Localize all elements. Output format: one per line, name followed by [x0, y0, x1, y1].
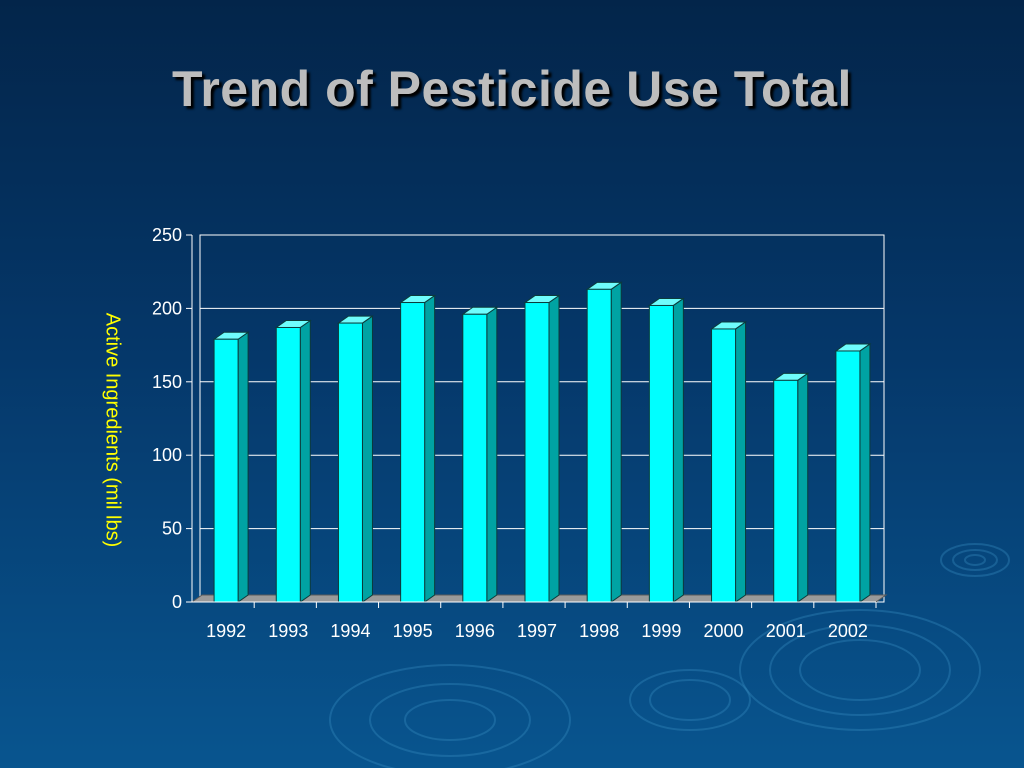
bar-side-1995: [424, 294, 436, 603]
bar-side-1993: [299, 319, 311, 603]
y-tick-label-150: 150: [152, 372, 182, 392]
bar-side-1992: [237, 331, 249, 603]
bar-1994: [337, 322, 363, 603]
y-tick-label-0: 0: [172, 592, 182, 612]
y-tick-label-250: 250: [152, 225, 182, 245]
y-tick-label-50: 50: [162, 519, 182, 539]
x-tick-label-1998: 1998: [579, 621, 619, 641]
bar-side-1997: [548, 294, 560, 603]
bar-side-2002: [859, 343, 871, 603]
bar-side-2001: [797, 372, 809, 603]
y-tick-label-200: 200: [152, 298, 182, 318]
x-tick-label-1999: 1999: [641, 621, 681, 641]
bar-side-1998: [610, 281, 622, 603]
bar-side-1996: [486, 306, 498, 603]
bar-side-1994: [361, 315, 373, 603]
bar-side-2000: [735, 320, 747, 603]
bar-1992: [213, 338, 239, 603]
x-tick-label-1992: 1992: [206, 621, 246, 641]
bar-1996: [462, 313, 488, 603]
bar-1993: [275, 326, 301, 603]
bar-2002: [835, 350, 861, 603]
x-tick-label-1997: 1997: [517, 621, 557, 641]
x-tick-label-1993: 1993: [268, 621, 308, 641]
bar-side-1999: [672, 297, 684, 603]
x-tick-label-1996: 1996: [455, 621, 495, 641]
x-tick-label-1994: 1994: [330, 621, 370, 641]
bar-2000: [711, 328, 737, 603]
slide-title: Trend of Pesticide Use Total: [172, 61, 852, 117]
x-tick-label-1995: 1995: [393, 621, 433, 641]
x-tick-label-2001: 2001: [766, 621, 806, 641]
x-tick-label-2000: 2000: [704, 621, 744, 641]
bar-1998: [586, 288, 612, 603]
bar-1999: [648, 304, 674, 603]
y-axis-title: Active Ingredients (mil lbs): [101, 312, 124, 548]
bar-1997: [524, 302, 550, 603]
bar-1995: [400, 302, 426, 603]
x-tick-label-2002: 2002: [828, 621, 868, 641]
bar-2001: [773, 379, 799, 603]
y-tick-label-100: 100: [152, 445, 182, 465]
